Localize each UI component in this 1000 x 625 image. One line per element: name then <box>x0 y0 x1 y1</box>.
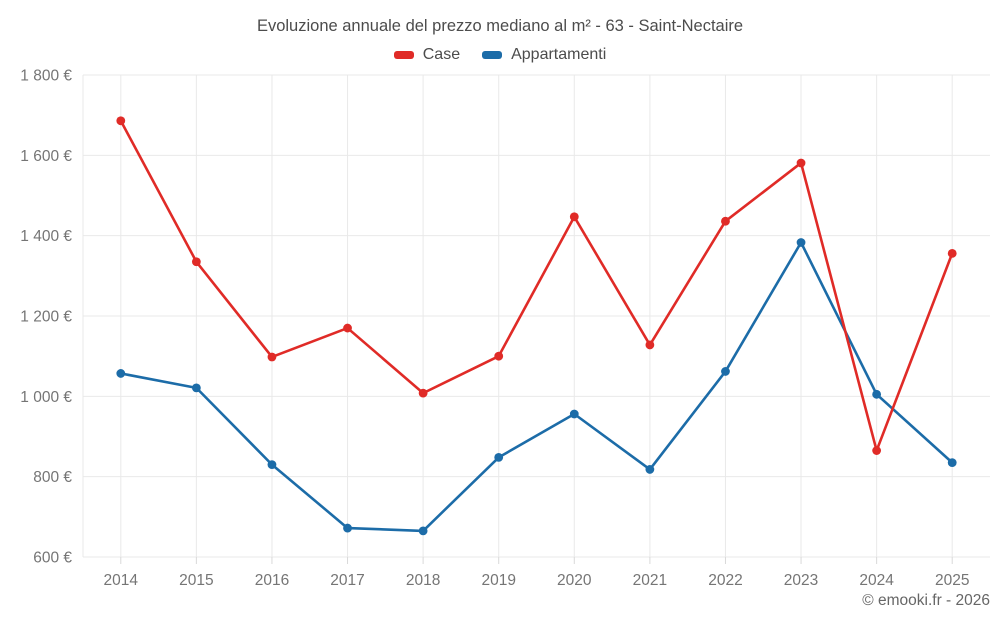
data-point-appartamenti <box>116 369 126 378</box>
x-tick-label: 2018 <box>406 572 440 589</box>
data-point-case <box>721 216 730 226</box>
y-tick-label: 600 € <box>33 550 72 567</box>
appartamenti-series-swatch-icon <box>482 51 503 59</box>
legend-item-case[interactable]: Case <box>393 46 461 64</box>
data-point-case <box>796 158 806 168</box>
chart-legend: Case Appartamenti <box>0 46 1000 64</box>
y-tick-label: 1 600 € <box>20 148 72 165</box>
data-point-appartamenti <box>494 452 504 462</box>
data-point-case <box>267 352 277 362</box>
data-point-appartamenti <box>267 460 277 470</box>
x-tick-label: 2014 <box>104 572 139 589</box>
y-tick-label: 1 000 € <box>20 389 72 406</box>
x-tick-label: 2020 <box>557 572 592 589</box>
data-point-appartamenti <box>721 367 730 376</box>
y-tick-label: 1 800 € <box>20 68 72 85</box>
case-series-swatch-icon <box>393 51 414 59</box>
data-point-case <box>116 116 126 126</box>
data-point-case <box>418 388 428 398</box>
x-tick-label: 2023 <box>784 572 818 589</box>
x-tick-label: 2017 <box>330 572 364 589</box>
watermark: © emooki.fr - 2026 <box>862 592 990 609</box>
data-point-appartamenti <box>872 389 882 399</box>
legend-item-appartamenti[interactable]: Appartamenti <box>482 46 606 64</box>
data-point-case <box>645 340 655 350</box>
y-tick-label: 1 200 € <box>20 309 72 326</box>
y-tick-label: 1 400 € <box>20 228 72 245</box>
x-tick-label: 2024 <box>859 572 894 589</box>
chart-title: Evoluzione annuale del prezzo mediano al… <box>256 17 744 35</box>
x-tick-label: 2022 <box>708 572 742 589</box>
x-tick-label: 2016 <box>255 572 289 589</box>
x-tick-label: 2019 <box>481 572 515 589</box>
legend-label-appartamenti: Appartamenti <box>511 46 607 63</box>
data-point-case <box>872 446 882 455</box>
data-point-appartamenti <box>796 238 806 247</box>
x-tick-label: 2015 <box>179 572 213 589</box>
series-line-appartamenti <box>119 241 954 533</box>
data-point-case <box>191 257 201 267</box>
data-point-appartamenti <box>343 523 352 533</box>
data-point-appartamenti <box>418 526 428 536</box>
data-point-case <box>569 212 579 222</box>
legend-label-case: Case <box>422 46 461 63</box>
data-point-appartamenti <box>947 458 957 468</box>
data-point-case <box>494 351 504 361</box>
data-point-appartamenti <box>191 383 201 393</box>
data-point-appartamenti <box>569 409 579 419</box>
y-tick-label: 800 € <box>33 469 72 486</box>
data-point-appartamenti <box>645 465 655 474</box>
x-tick-label: 2021 <box>633 572 667 589</box>
data-point-case <box>343 323 352 333</box>
data-point-case <box>947 248 957 258</box>
series-line-case <box>119 119 954 452</box>
x-tick-label: 2025 <box>935 572 969 589</box>
